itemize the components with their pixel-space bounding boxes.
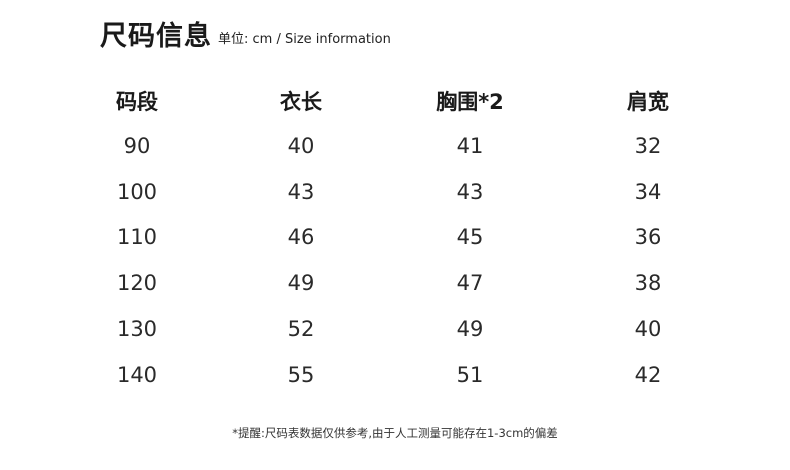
table-cell: 32 — [634, 134, 662, 158]
unit-label: 单位: cm / Size information — [218, 32, 391, 47]
table-cell: 49 — [287, 271, 315, 295]
table-cell: 51 — [456, 363, 484, 387]
page-title: 尺码信息 — [100, 21, 212, 52]
table-cell: 40 — [634, 317, 662, 341]
table-cell: 43 — [456, 180, 484, 204]
column-header: 胸围*2 — [436, 90, 504, 114]
table-cell: 41 — [456, 134, 484, 158]
column-header: 肩宽 — [627, 90, 669, 114]
table-cell: 34 — [634, 180, 662, 204]
table-cell: 43 — [287, 180, 315, 204]
table-cell: 46 — [287, 225, 315, 249]
table-cell: 40 — [287, 134, 315, 158]
column-header: 衣长 — [280, 90, 322, 114]
column-header: 码段 — [116, 90, 158, 114]
table-cell: 130 — [116, 317, 158, 341]
table-cell: 38 — [634, 271, 662, 295]
table-cell: 45 — [456, 225, 484, 249]
table-cell: 52 — [287, 317, 315, 341]
disclaimer-note: *提醒:尺码表数据仅供参考,由于人工测量可能存在1-3cm的偏差 — [232, 426, 558, 440]
table-cell: 42 — [634, 363, 662, 387]
table-cell: 55 — [287, 363, 315, 387]
table-cell: 140 — [116, 363, 158, 387]
table-cell: 120 — [116, 271, 158, 295]
table-cell: 100 — [116, 180, 158, 204]
table-cell: 110 — [116, 225, 158, 249]
table-cell: 36 — [634, 225, 662, 249]
table-cell: 90 — [123, 134, 151, 158]
table-cell: 47 — [456, 271, 484, 295]
table-cell: 49 — [456, 317, 484, 341]
